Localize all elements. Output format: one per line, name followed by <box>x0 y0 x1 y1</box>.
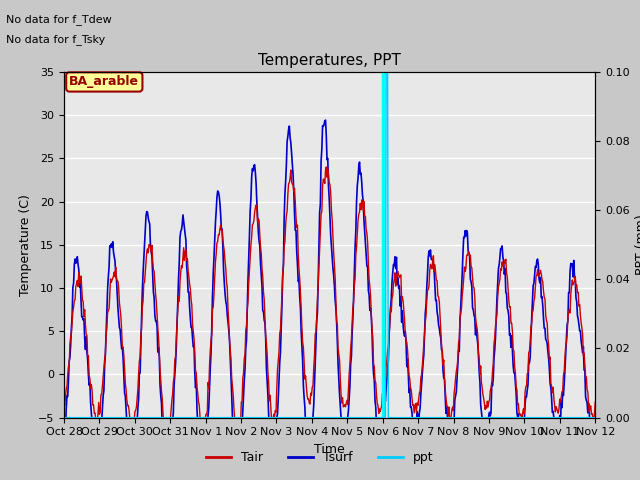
Text: No data for f_Tsky: No data for f_Tsky <box>6 34 106 45</box>
Y-axis label: Temperature (C): Temperature (C) <box>19 194 33 296</box>
Y-axis label: PPT (mm): PPT (mm) <box>636 215 640 275</box>
Legend: Tair, Tsurf, ppt: Tair, Tsurf, ppt <box>202 446 438 469</box>
Text: BA_arable: BA_arable <box>69 75 140 88</box>
Title: Temperatures, PPT: Temperatures, PPT <box>258 53 401 68</box>
Text: No data for f_Tdew: No data for f_Tdew <box>6 14 112 25</box>
X-axis label: Time: Time <box>314 443 345 456</box>
